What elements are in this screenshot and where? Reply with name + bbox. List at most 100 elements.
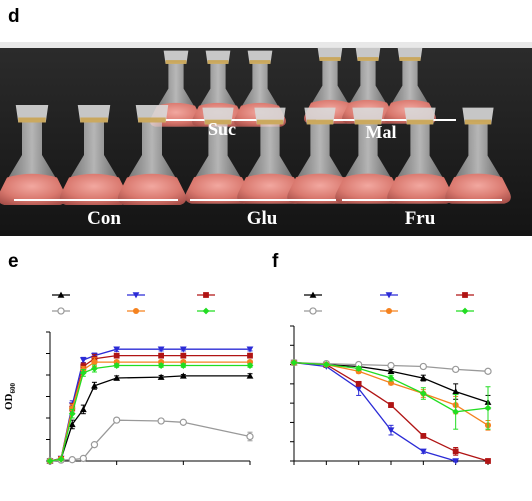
legend-entry: [304, 307, 322, 315]
series-glu: [46, 346, 254, 465]
data-point: [113, 352, 120, 359]
data-point: [179, 346, 187, 353]
legend-marker: [462, 292, 468, 298]
data-point: [419, 362, 427, 371]
data-point: [322, 361, 330, 368]
data-point: [419, 374, 427, 381]
data-point: [387, 374, 395, 382]
legend-entry: [197, 292, 215, 298]
data-point: [113, 362, 121, 369]
data-point: [387, 361, 395, 370]
data-point: [419, 448, 427, 455]
data-point: [387, 367, 395, 375]
data-point: [157, 346, 165, 353]
legend-entry: [127, 292, 145, 299]
legend-marker: [385, 292, 393, 299]
data-point: [113, 416, 121, 424]
data-point: [452, 388, 460, 395]
data-point: [452, 365, 460, 374]
series-mal: [46, 362, 254, 465]
photo-label-fru: Fru: [405, 208, 436, 229]
data-point: [246, 346, 254, 353]
data-point: [484, 367, 492, 375]
photo-label-mal: Mal: [366, 122, 397, 142]
legend-marker: [132, 292, 140, 299]
data-point: [355, 385, 363, 393]
data-point: [355, 380, 362, 387]
flask-photo: Suc Mal Con Glu Fru: [0, 42, 532, 236]
y-axis-label-subscript: 600: [9, 383, 17, 394]
series-fru: [46, 357, 254, 465]
data-point: [452, 458, 460, 465]
data-point: [79, 454, 87, 463]
data-point: [246, 362, 254, 369]
data-point: [246, 432, 254, 441]
data-point: [57, 455, 65, 463]
legend-marker: [57, 307, 65, 315]
legend-entry: [197, 307, 215, 315]
legend-marker: [202, 307, 210, 315]
data-point: [113, 374, 121, 381]
data-point: [79, 406, 87, 413]
legend-entry: [304, 291, 322, 298]
data-point: [179, 418, 187, 426]
data-point: [91, 359, 98, 366]
y-axis-label-main: OD: [3, 393, 15, 410]
legend-entry: [52, 291, 70, 298]
data-point: [246, 372, 254, 379]
legend-entry: [127, 307, 145, 315]
data-point: [157, 373, 165, 380]
photo-label-con: Con: [87, 208, 121, 229]
data-point: [68, 410, 76, 418]
panel-e-letter: e: [8, 251, 19, 272]
growth-chart: OD600: [3, 291, 254, 465]
legend-entry: [52, 307, 70, 315]
data-point: [157, 362, 165, 369]
data-point: [79, 357, 87, 364]
series-nc: [46, 416, 254, 465]
legend-marker: [57, 291, 65, 298]
series-suc: [47, 352, 253, 464]
data-point: [113, 346, 121, 353]
data-point: [420, 433, 427, 439]
legend-entry: [380, 292, 398, 299]
series-line: [49, 419, 251, 462]
data-point: [355, 365, 363, 372]
data-point: [485, 458, 491, 464]
legend-marker: [203, 292, 209, 298]
data-point: [158, 352, 165, 359]
data-point: [180, 352, 187, 359]
data-point: [247, 352, 253, 359]
photo-label-suc: Suc: [208, 119, 236, 139]
series-line: [293, 361, 456, 462]
series-line: [49, 375, 250, 462]
legend-marker: [309, 291, 317, 298]
legend-marker: [132, 307, 140, 315]
legend-marker: [309, 307, 317, 315]
data-point: [79, 369, 87, 377]
data-point: [157, 417, 165, 425]
data-point: [290, 359, 298, 367]
data-point: [91, 365, 98, 372]
data-point: [90, 441, 99, 449]
data-point: [419, 390, 427, 397]
data-point: [179, 372, 187, 379]
y-axis-label: OD600: [3, 383, 17, 411]
data-point: [452, 448, 459, 455]
photo-label-glu: Glu: [247, 208, 278, 229]
data-point: [68, 421, 76, 428]
panel-d-letter: d: [8, 6, 20, 27]
data-point: [91, 382, 98, 389]
data-point: [484, 404, 492, 412]
selenite-chart: [290, 291, 492, 465]
data-point: [179, 362, 187, 369]
data-point: [388, 402, 394, 408]
data-point: [68, 456, 76, 464]
flask-photo-drawing: Suc Mal Con Glu Fru: [0, 42, 532, 236]
series-glu: [290, 359, 460, 465]
legend-entry: [380, 307, 398, 315]
legend-entry: [456, 292, 474, 298]
legend-marker: [461, 307, 469, 315]
data-point: [452, 408, 460, 416]
data-point: [387, 427, 395, 434]
